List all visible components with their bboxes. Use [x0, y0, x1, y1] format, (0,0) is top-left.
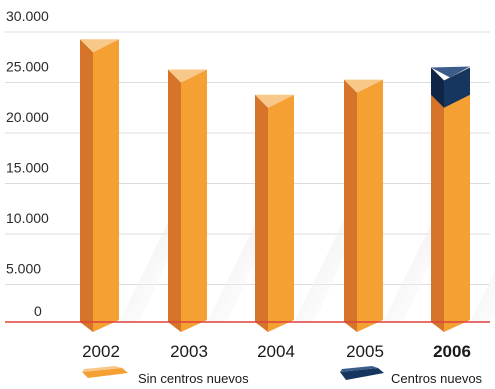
- bar-side: [431, 67, 444, 332]
- bar-new-front: [444, 67, 470, 108]
- category-label-2006: 2006: [433, 342, 471, 361]
- y-axis-ticks: 30.000 25.000 20.000 15.000 10.000 5.000 0: [6, 8, 49, 319]
- bar-shadow: [470, 271, 495, 322]
- x-axis-categories: 2002 2003 2004 2005 2006: [82, 342, 471, 361]
- y-tick-label: 25.000: [6, 59, 49, 75]
- legend-swatch-sin-centros-nuevos-top: [82, 366, 122, 372]
- bar-front: [444, 67, 470, 332]
- bar-side: [168, 69, 181, 332]
- bar-2005: [344, 79, 383, 332]
- y-tick-label: 5.000: [6, 261, 41, 277]
- bar-new-side: [431, 67, 444, 108]
- category-label-2003: 2003: [170, 342, 208, 361]
- legend-swatch-sin-centros-nuevos: [82, 368, 128, 378]
- legend-label-centros-nuevos: Centros nuevos: [391, 371, 483, 386]
- bar-2002: [80, 39, 119, 332]
- bar-front: [93, 39, 119, 332]
- legend: Sin centros nuevos Centros nuevos: [82, 366, 483, 386]
- legend-item-sin-centros-nuevos: Sin centros nuevos: [82, 366, 249, 386]
- legend-swatch-centros-nuevos-top: [340, 366, 378, 372]
- bar-top: [168, 69, 207, 83]
- category-label-2004: 2004: [257, 342, 295, 361]
- bar-top: [80, 39, 119, 53]
- bar-2004: [255, 94, 294, 332]
- category-label-2002: 2002: [82, 342, 120, 361]
- y-tick-label: 0: [34, 303, 42, 319]
- y-tick-label: 15.000: [6, 160, 49, 176]
- bar-front: [357, 79, 383, 332]
- category-label-2005: 2005: [346, 342, 384, 361]
- y-tick-label: 30.000: [6, 8, 49, 24]
- bar-2006: [431, 66, 470, 332]
- bar-2003: [168, 69, 207, 332]
- bar-new-top: [431, 66, 470, 78]
- bar-front: [181, 69, 207, 332]
- bar-side: [255, 94, 268, 332]
- bar-top: [344, 79, 383, 93]
- legend-label-sin-centros-nuevos: Sin centros nuevos: [138, 371, 249, 386]
- bars: [80, 39, 470, 332]
- legend-item-centros-nuevos: Centros nuevos: [340, 366, 483, 386]
- bar-front: [268, 94, 294, 332]
- bar-side: [344, 79, 357, 332]
- bar-side: [80, 39, 93, 332]
- legend-swatch-centros-nuevos: [340, 368, 384, 380]
- bar-top: [255, 94, 294, 108]
- y-tick-label: 10.000: [6, 210, 49, 226]
- y-tick-label: 20.000: [6, 109, 49, 125]
